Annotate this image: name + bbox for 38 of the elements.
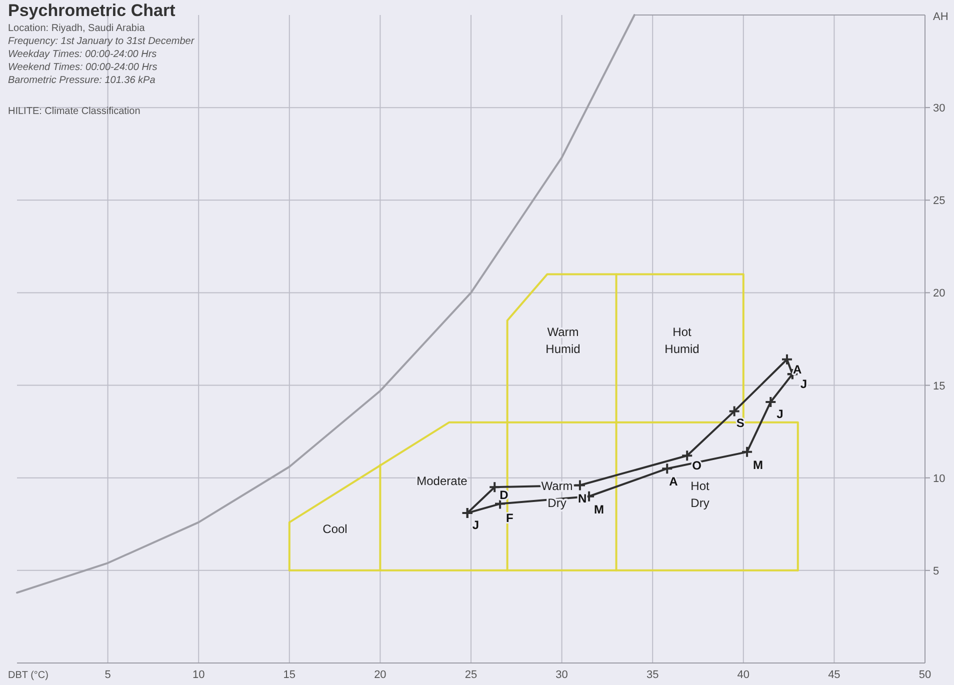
- x-tick-label: 40: [737, 669, 750, 681]
- y-tick-label: 30: [933, 102, 946, 115]
- annotation: Barometric Pressure: 101.36 kPa: [8, 75, 156, 86]
- y-axis-title: AH: [933, 11, 948, 23]
- annotation: Hot Humid: [664, 325, 700, 356]
- annotation: Cool: [322, 522, 348, 536]
- annotation: Weekend Times: 00:00-24:00 Hrs: [8, 62, 158, 73]
- annotation: A: [669, 474, 678, 489]
- x-tick-label: 50: [918, 669, 932, 681]
- annotation: Moderate: [416, 474, 468, 488]
- annotation: J: [800, 377, 808, 392]
- y-tick-label: 25: [933, 195, 946, 208]
- chart-title: Psychrometric Chart: [8, 1, 176, 20]
- annotation: A: [792, 362, 802, 376]
- x-tick-label: 10: [192, 669, 205, 681]
- annotation: O: [692, 458, 702, 473]
- x-tick-label: 15: [283, 669, 296, 681]
- annotation: Warm Humid: [546, 325, 580, 356]
- annotation: Weekday Times: 00:00-24:00 Hrs: [8, 49, 157, 60]
- annotation: J: [776, 406, 784, 421]
- x-tick-label: 20: [374, 669, 386, 681]
- annotation: M: [753, 458, 764, 472]
- x-axis-title: DBT (°C): [8, 670, 48, 681]
- annotation: HILITE: Climate Classification: [8, 106, 140, 117]
- text: Location: Riyadh, Saudi Arabia: [8, 23, 146, 34]
- y-tick-label: 5: [933, 565, 940, 578]
- y-tick-label: 15: [933, 380, 946, 392]
- x-tick-label: 35: [646, 669, 659, 681]
- annotation: J: [472, 518, 480, 532]
- annotation: M: [594, 502, 604, 516]
- x-tick-label: 5: [104, 669, 111, 681]
- annotation: Hot Dry: [690, 479, 710, 510]
- x-tick-label: 45: [828, 669, 840, 681]
- y-tick-label: 20: [933, 288, 946, 300]
- y-tick-label: 10: [933, 472, 946, 485]
- x-tick-label: 30: [556, 669, 568, 681]
- x-tick-label: 25: [464, 669, 478, 681]
- annotation: Frequency: 1st January to 31st December: [8, 36, 195, 47]
